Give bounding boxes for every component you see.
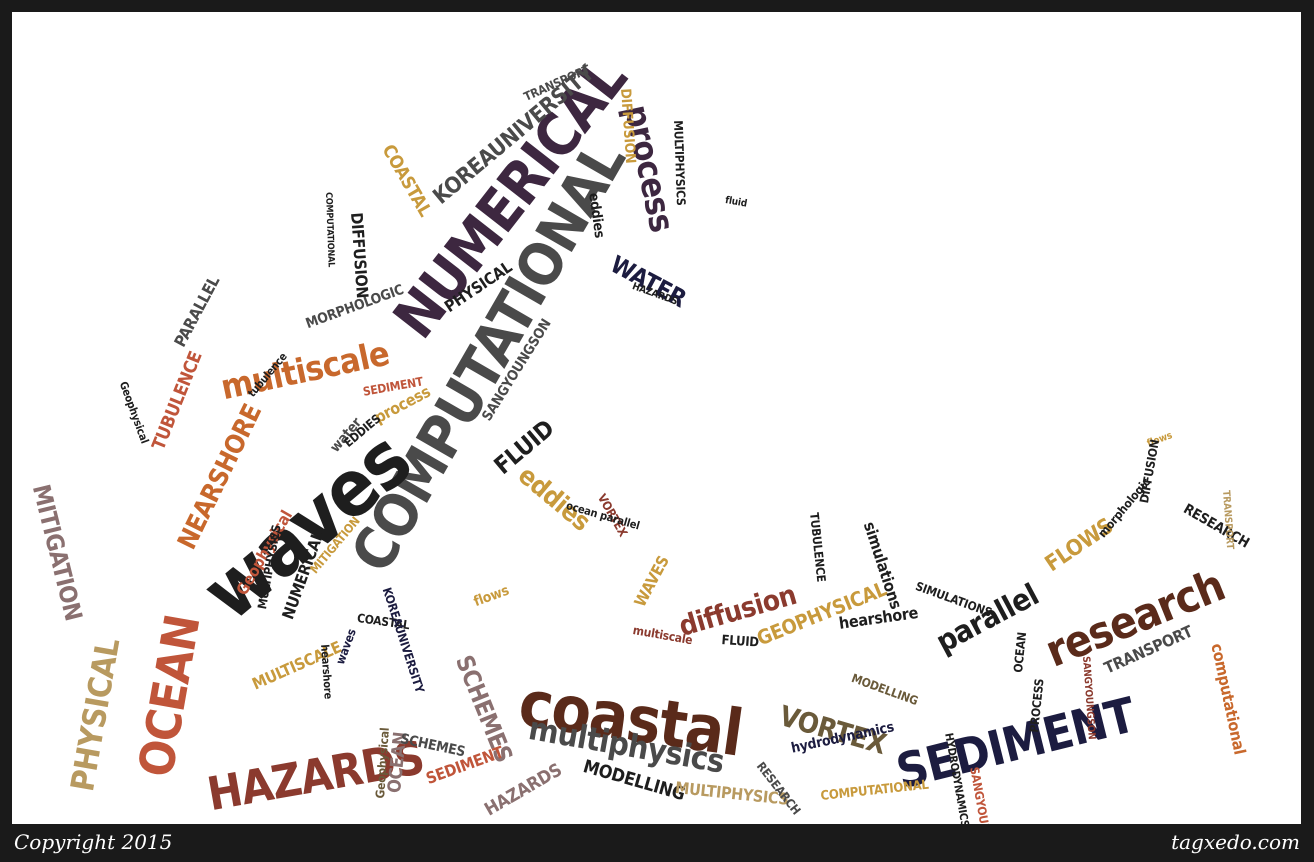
cloud-word-eddies: eddies bbox=[512, 460, 596, 538]
cloud-word-waves: waves bbox=[333, 627, 359, 667]
cloud-word-physical: PHYSICAL bbox=[63, 635, 128, 795]
cloud-word-sediment: SEDIMENT bbox=[891, 687, 1141, 801]
cloud-word-fluid: fluid bbox=[724, 195, 748, 210]
cloud-word-research: RESEARCH bbox=[1180, 501, 1252, 552]
cloud-word-modelling: MODELLING bbox=[849, 671, 920, 709]
cloud-word-transport: TRANSPORT bbox=[1220, 489, 1236, 550]
cloud-word-geophysical: Geophysical bbox=[116, 379, 152, 446]
cloud-word-diffusion: DIFFUSION bbox=[617, 87, 639, 164]
cloud-word-ocean: OCEAN bbox=[128, 611, 212, 782]
cloud-word-diffusion: DIFFUSION bbox=[1137, 438, 1162, 505]
cloud-word-hearshore: hearshore bbox=[318, 643, 335, 700]
cloud-word-fluid: FLUID bbox=[721, 633, 760, 651]
footer-bar: Copyright 2015 tagxedo.com bbox=[0, 826, 1314, 862]
cloud-word-koreauniversity: KOREAUNIVERSITY bbox=[379, 585, 427, 695]
cloud-word-multiphysics: MULTIPHYSICS bbox=[671, 119, 688, 206]
cloud-word-computational: COMPUTATIONAL bbox=[819, 777, 930, 804]
copyright-text: Copyright 2015 bbox=[14, 830, 173, 854]
cloud-word-flows: flows bbox=[471, 582, 512, 611]
cloud-word-waves: WAVES bbox=[630, 552, 673, 610]
cloud-word-diffusion: DIFFUSION bbox=[347, 211, 372, 299]
cloud-word-hazards: HAZARDS bbox=[481, 759, 566, 821]
cloud-word-computational: COMPUTATIONAL bbox=[323, 191, 336, 268]
site-credit[interactable]: tagxedo.com bbox=[1171, 830, 1300, 854]
cloud-word-computational: computational bbox=[1207, 641, 1250, 757]
cloud-word-coastal: COASTAL bbox=[377, 141, 436, 221]
cloud-word-tubulence: TUBULENCE bbox=[807, 511, 829, 583]
cloud-word-mitigation: MITIGATION bbox=[26, 481, 88, 624]
word-cloud-canvas: COMPUTATIONAL NUMERICAL waves coastal SEDIME… bbox=[12, 12, 1301, 824]
cloud-word-tubulence: TUBULENCE bbox=[148, 348, 207, 454]
cloud-word-ocean: OCEAN bbox=[1011, 631, 1030, 674]
cloud-word-parallel: PARALLEL bbox=[170, 272, 224, 350]
cloud-word-simulations: SIMULATIONS bbox=[913, 579, 994, 620]
cloud-word-water: WATER bbox=[605, 250, 691, 314]
